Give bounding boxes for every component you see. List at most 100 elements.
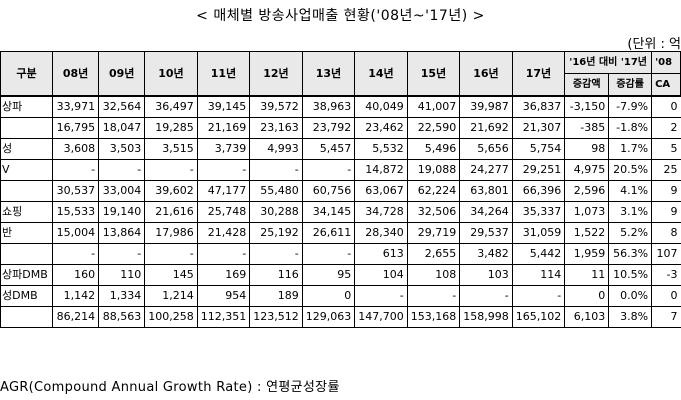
value-cell: 30,288 <box>249 201 303 223</box>
diff-cell: 1,959 <box>564 243 610 265</box>
value-cell: 153,168 <box>406 306 461 328</box>
value-cell: 23,462 <box>354 117 408 139</box>
diff-cell: 98 <box>564 138 610 160</box>
value-cell: 33,004 <box>98 180 146 202</box>
row-label: V <box>0 159 53 181</box>
value-cell: 4,993 <box>249 138 303 160</box>
header-category: 구분 <box>0 51 53 97</box>
value-cell: - <box>406 285 461 307</box>
header-year: 08년 <box>51 51 100 97</box>
value-cell: 63,801 <box>459 180 513 202</box>
cagr-cell: 2 <box>651 117 681 139</box>
row-label <box>0 180 53 202</box>
value-cell: 25,748 <box>196 201 251 223</box>
value-cell: - <box>196 159 251 181</box>
header-year: 14년 <box>354 51 408 97</box>
rate-cell: 1.7% <box>608 138 653 160</box>
cagr-cell: 8 <box>651 222 681 244</box>
value-cell: 24,277 <box>459 159 513 181</box>
table-row: 쇼핑 15,533 19,140 21,616 25,748 30,288 34,145 34… <box>0 201 681 223</box>
diff-cell: -385 <box>564 117 610 139</box>
rate-cell: 20.5% <box>608 159 653 181</box>
diff-cell: 2,596 <box>564 180 610 202</box>
value-cell: 39,602 <box>144 180 198 202</box>
cagr-cell: 25 <box>651 159 681 181</box>
value-cell: 5,754 <box>511 138 566 160</box>
value-cell: 47,177 <box>196 180 251 202</box>
header-year: 09년 <box>98 51 146 97</box>
rate-cell: 56.3% <box>608 243 653 265</box>
table-title: < 매체별 방송사업매출 현황('08년~'17년) > <box>196 8 485 24</box>
table-row: 86,214 88,563 100,258 112,351 123,512 129,063… <box>0 306 681 328</box>
row-label: 성DMB <box>0 285 53 307</box>
rate-cell: 10.5% <box>608 264 653 286</box>
header-cagr-top: '08 <box>651 51 681 74</box>
value-cell: - <box>98 243 146 265</box>
value-cell: 613 <box>354 243 408 265</box>
value-cell: 17,986 <box>144 222 198 244</box>
table-row: 16,795 18,047 19,285 21,169 23,163 23,792 23,4… <box>0 117 681 139</box>
value-cell: 3,503 <box>98 138 146 160</box>
table-row: 상파DMB 160 110 145 169 116 95 104 108 103 114 11 10.5… <box>0 264 681 286</box>
value-cell: 110 <box>98 264 146 286</box>
value-cell: 18,047 <box>98 117 146 139</box>
value-cell: 26,611 <box>301 222 356 244</box>
value-cell: 165,102 <box>511 306 566 328</box>
header-year: 11년 <box>196 51 251 97</box>
value-cell: 108 <box>406 264 461 286</box>
value-cell: 954 <box>196 285 251 307</box>
value-cell: 21,692 <box>459 117 513 139</box>
value-cell: 34,145 <box>301 201 356 223</box>
footnote: AGR(Compound Annual Growth Rate) : 연평균성장… <box>0 380 340 395</box>
table-row: 상파 33,971 32,564 36,497 39,145 39,572 38,963 40… <box>0 95 681 118</box>
value-cell: 19,140 <box>98 201 146 223</box>
value-cell: - <box>301 243 356 265</box>
value-cell: 60,756 <box>301 180 356 202</box>
table-row: - - - - - -613 2,655 3,482 5,442 1,959 56.3% 107 <box>0 243 681 265</box>
value-cell: 23,163 <box>249 117 303 139</box>
row-label <box>0 117 53 139</box>
diff-cell: 11 <box>564 264 610 286</box>
value-cell: 34,728 <box>354 201 408 223</box>
value-cell: 62,224 <box>406 180 461 202</box>
value-cell: 2,655 <box>406 243 461 265</box>
diff-cell: 6,103 <box>564 306 610 328</box>
rate-cell: 0.0% <box>608 285 653 307</box>
cagr-cell: 5 <box>651 138 681 160</box>
value-cell: 39,145 <box>196 95 251 118</box>
value-cell: - <box>51 243 100 265</box>
row-label: 반 <box>0 222 53 244</box>
value-cell: 1,334 <box>98 285 146 307</box>
value-cell: 21,616 <box>144 201 198 223</box>
value-cell: 160 <box>51 264 100 286</box>
table-row: V - - - - - -14,872 19,088 24,277 29,251 4,975 20.5… <box>0 159 681 181</box>
header-compare: '16년 대비 '17년 <box>564 51 653 74</box>
value-cell: 19,088 <box>406 159 461 181</box>
table-body: 상파 33,971 32,564 36,497 39,145 39,572 38,963 40… <box>0 95 681 328</box>
header-diff: 증감액 <box>564 73 610 97</box>
row-label: 성 <box>0 138 53 160</box>
row-label: 상파 <box>0 95 53 118</box>
value-cell: 21,307 <box>511 117 566 139</box>
cagr-cell: 0 <box>651 285 681 307</box>
value-cell: 3,608 <box>51 138 100 160</box>
value-cell: 1,142 <box>51 285 100 307</box>
value-cell: 3,739 <box>196 138 251 160</box>
header-year: 15년 <box>406 51 461 97</box>
value-cell: 36,497 <box>144 95 198 118</box>
value-cell: - <box>144 243 198 265</box>
table-row: 성DMB 1,142 1,334 1,214 954 189 0- - - -0 0.0% 0 <box>0 285 681 307</box>
cagr-cell: 9 <box>651 201 681 223</box>
table-row: 반 15,004 13,864 17,986 21,428 25,192 26,611 28,… <box>0 222 681 244</box>
value-cell: 34,264 <box>459 201 513 223</box>
table-row: 30,537 33,004 39,602 47,177 55,480 60,756 63,0… <box>0 180 681 202</box>
value-cell: - <box>144 159 198 181</box>
value-cell: 145 <box>144 264 198 286</box>
value-cell: 5,532 <box>354 138 408 160</box>
header-year: 12년 <box>249 51 303 97</box>
value-cell: 1,214 <box>144 285 198 307</box>
value-cell: 5,496 <box>406 138 461 160</box>
header-year: 13년 <box>301 51 356 97</box>
value-cell: 103 <box>459 264 513 286</box>
value-cell: 30,537 <box>51 180 100 202</box>
